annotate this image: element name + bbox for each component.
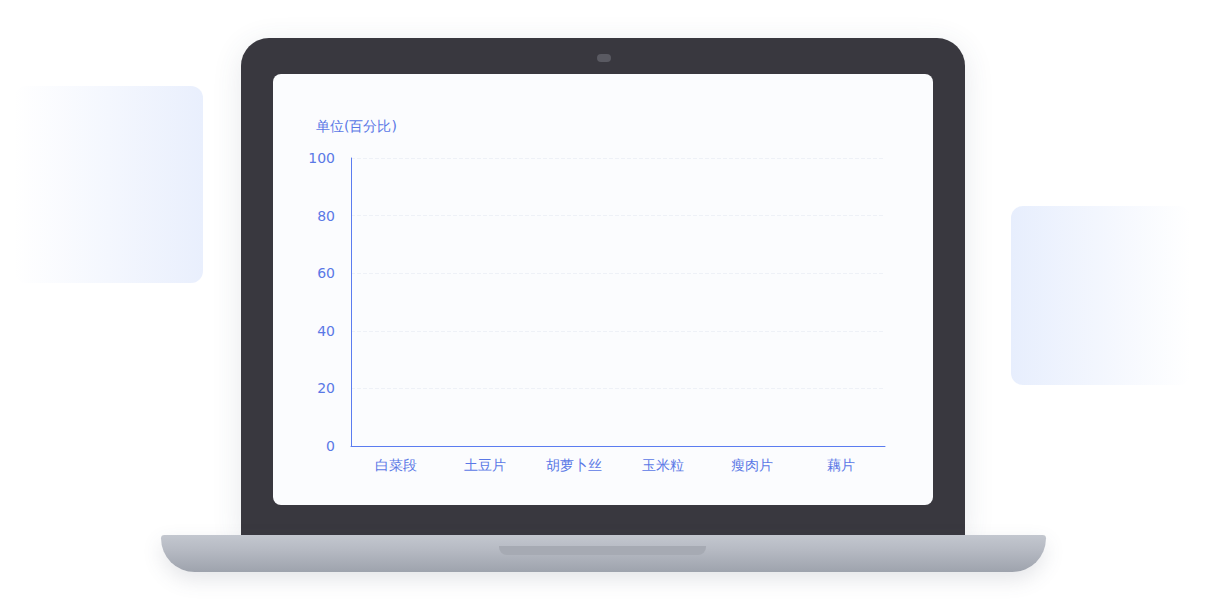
svg-text:胡萝卜丝: 胡萝卜丝	[546, 457, 602, 473]
svg-text:单位(百分比): 单位(百分比)	[316, 118, 397, 134]
svg-text:100: 100	[308, 150, 335, 166]
svg-text:瘦肉片: 瘦肉片	[731, 457, 773, 473]
svg-text:土豆片: 土豆片	[464, 457, 506, 473]
svg-text:20: 20	[317, 380, 335, 396]
svg-text:0: 0	[326, 438, 335, 454]
svg-text:60: 60	[317, 265, 335, 281]
svg-text:80: 80	[317, 208, 335, 224]
svg-text:玉米粒: 玉米粒	[642, 457, 684, 473]
svg-text:40: 40	[317, 323, 335, 339]
svg-text:白菜段: 白菜段	[375, 457, 417, 473]
svg-text:藕片: 藕片	[827, 457, 855, 473]
